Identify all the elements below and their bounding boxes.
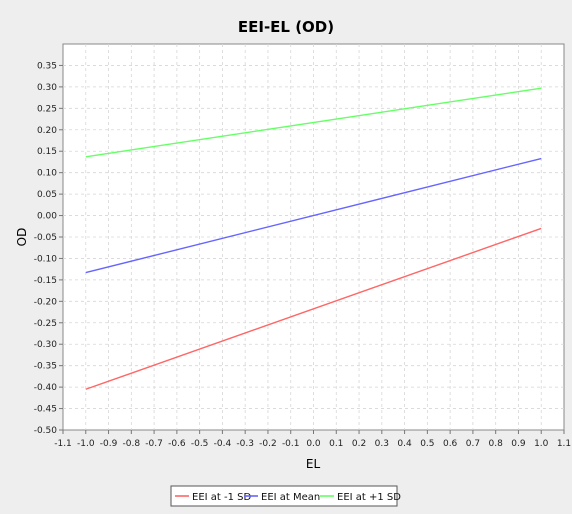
x-tick-label: -1.1	[54, 439, 72, 449]
x-tick-label: -0.1	[282, 439, 300, 449]
y-tick-label: 0.20	[37, 126, 57, 136]
y-tick-label: -0.15	[34, 276, 57, 286]
y-tick-label: 0.00	[37, 212, 57, 222]
y-tick-label: -0.05	[34, 233, 57, 243]
x-tick-label: 0.3	[375, 439, 389, 449]
series-line	[85, 227, 542, 390]
series-line	[85, 87, 542, 158]
axis-ticks: -1.1 -1.0 -0.9 -0.8 -0.7 -0.6 -0.5 -0.4 -0.3 -0.2…	[34, 61, 571, 449]
x-tick-label: -1.0	[77, 439, 95, 449]
x-tick-label: 0.2	[352, 439, 366, 449]
y-tick-label: -0.35	[34, 362, 57, 372]
y-tick-label: -0.50	[34, 426, 58, 436]
y-tick-label: -0.20	[34, 297, 58, 307]
chart-title: EEI-EL (OD)	[238, 18, 334, 36]
x-tick-label: 0.8	[489, 439, 504, 449]
x-tick-label: 0.4	[397, 439, 412, 449]
y-tick-label: 0.05	[37, 190, 57, 200]
y-tick-label: 0.10	[37, 169, 57, 179]
x-tick-label: -0.9	[100, 439, 118, 449]
x-tick-label: -0.4	[214, 439, 232, 449]
y-axis-label: OD	[15, 228, 29, 247]
x-tick-label: 0.9	[511, 439, 526, 449]
x-tick-label: 1.0	[534, 439, 549, 449]
series-lines	[85, 87, 542, 390]
x-tick-label: -0.2	[259, 439, 277, 449]
y-tick-label: -0.45	[34, 405, 57, 415]
x-tick-label: -0.5	[191, 439, 209, 449]
x-tick-label: 0.1	[329, 439, 343, 449]
x-tick-label: -0.8	[123, 439, 141, 449]
x-tick-label: -0.7	[145, 439, 163, 449]
y-tick-label: 0.25	[37, 104, 57, 114]
y-tick-label: 0.15	[37, 147, 57, 157]
x-tick-label: -0.6	[168, 439, 186, 449]
legend-box	[170, 485, 398, 507]
y-tick-label: 0.30	[37, 83, 57, 93]
series-line	[85, 157, 542, 274]
x-axis-label: EL	[306, 457, 321, 471]
x-tick-label: -0.3	[236, 439, 254, 449]
legend: EEI at -1 SD EEI at Mean EEI at +1 SD	[170, 485, 401, 507]
y-tick-label: -0.25	[34, 319, 57, 329]
x-tick-label: 0.5	[420, 439, 434, 449]
y-tick-label: -0.40	[34, 383, 58, 393]
y-tick-label: -0.10	[34, 254, 58, 264]
x-tick-label: 1.1	[557, 439, 571, 449]
y-tick-label: 0.35	[37, 61, 57, 71]
x-tick-label: 0.6	[443, 439, 458, 449]
legend-label: EEI at +1 SD	[337, 492, 401, 503]
x-tick-label: 0.7	[466, 439, 480, 449]
x-tick-label: 0.0	[306, 439, 321, 449]
legend-label: EEI at Mean	[261, 492, 320, 503]
legend-label: EEI at -1 SD	[192, 492, 251, 503]
y-tick-label: -0.30	[34, 340, 58, 350]
